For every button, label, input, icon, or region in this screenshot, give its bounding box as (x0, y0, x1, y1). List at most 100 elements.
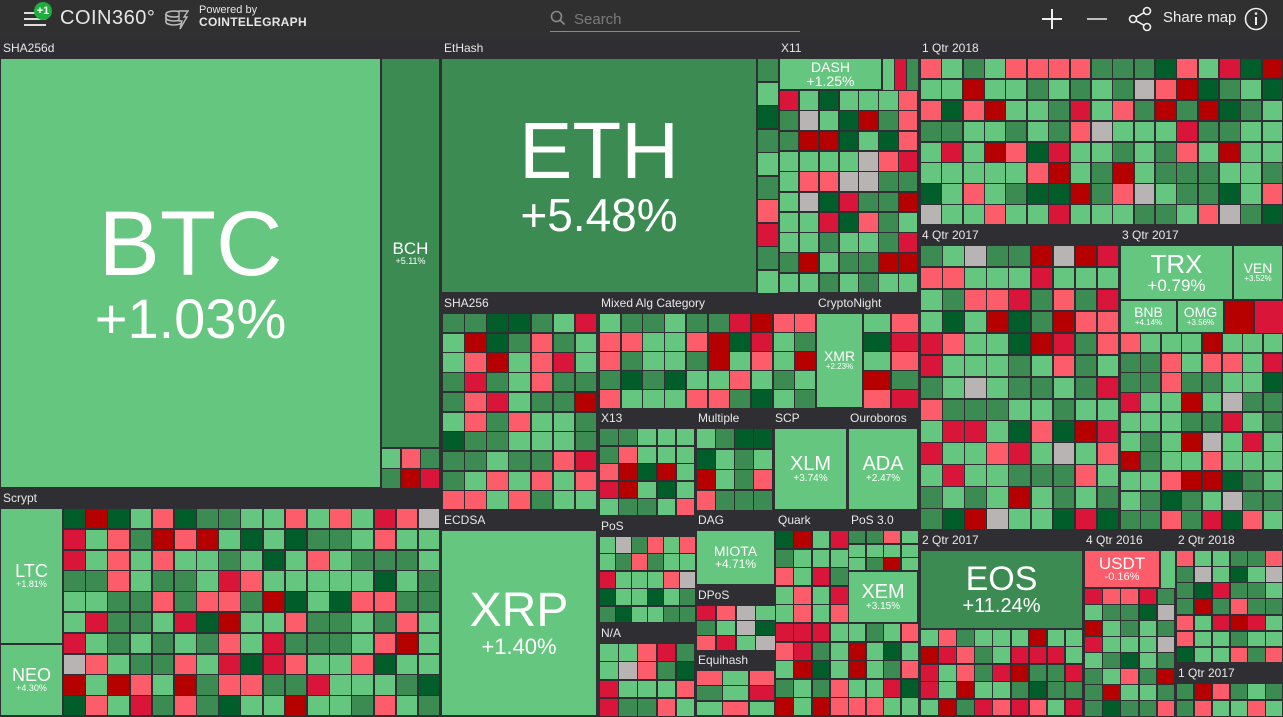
coin-tile[interactable] (637, 428, 657, 446)
coin-tile[interactable] (663, 571, 680, 589)
coin-tile[interactable] (240, 633, 263, 654)
coin-tile[interactable] (986, 267, 1009, 289)
coin-tile[interactable] (1161, 451, 1182, 471)
coin-tile[interactable] (1053, 442, 1076, 464)
coin-tile[interactable] (676, 643, 696, 662)
coin-tile[interactable] (396, 529, 419, 550)
coin-tile[interactable] (883, 660, 901, 679)
coin-tile[interactable] (1265, 566, 1283, 583)
coin-tile[interactable] (1091, 183, 1113, 204)
coin-tile[interactable] (708, 332, 730, 352)
coin-tile[interactable] (1027, 162, 1049, 183)
coin-tile[interactable] (799, 151, 819, 172)
coin-tile[interactable] (1120, 353, 1141, 373)
coin-tile[interactable] (508, 392, 531, 412)
coin-tile[interactable] (1155, 121, 1177, 142)
coin-tile[interactable] (1027, 79, 1049, 100)
coin-tile[interactable] (819, 273, 839, 294)
coin-tile[interactable] (986, 377, 1009, 399)
coin-tile[interactable] (1048, 162, 1070, 183)
coin-tile[interactable] (240, 529, 263, 550)
coin-tile[interactable] (920, 121, 942, 142)
coin-tile[interactable] (218, 550, 241, 571)
coin-tile[interactable] (647, 606, 664, 624)
coin-tile[interactable] (442, 471, 465, 491)
coin-tile[interactable] (696, 428, 716, 449)
category-label[interactable]: 2 Qtr 2018 (1175, 530, 1283, 550)
coin-tile-xlm[interactable]: XLM+3.74% (774, 428, 847, 510)
coin-tile[interactable] (986, 311, 1009, 333)
coin-tile[interactable] (715, 469, 735, 490)
coin-tile[interactable] (374, 654, 397, 675)
coin-tile[interactable] (1102, 652, 1121, 669)
coin-tile[interactable] (696, 490, 716, 511)
coin-tile[interactable] (964, 267, 987, 289)
coin-tile[interactable] (1161, 412, 1182, 432)
coin-tile[interactable] (631, 553, 648, 571)
coin-tile[interactable] (637, 661, 657, 680)
coin-tile[interactable] (351, 570, 374, 591)
coin-tile[interactable] (1112, 183, 1134, 204)
coin-tile[interactable] (920, 267, 943, 289)
coin-tile[interactable] (964, 508, 987, 530)
coin-tile[interactable] (858, 131, 878, 152)
coin-tile[interactable] (442, 451, 465, 471)
coin-tile[interactable] (793, 530, 812, 549)
coin-tile[interactable] (1134, 58, 1156, 79)
coin-tile[interactable] (599, 571, 616, 589)
coin-tile[interactable] (531, 471, 554, 491)
coin-tile[interactable] (964, 311, 987, 333)
coin-tile[interactable] (218, 591, 241, 612)
coin-tile[interactable] (1134, 183, 1156, 204)
coin-tile-ltc[interactable]: LTC+1.81% (0, 508, 63, 644)
coin-tile[interactable] (736, 620, 756, 636)
coin-tile[interactable] (956, 629, 975, 647)
coin-tile[interactable] (1139, 620, 1158, 637)
coin-tile[interactable] (942, 289, 965, 311)
coin-tile[interactable] (263, 508, 286, 529)
coin-tile[interactable] (1242, 432, 1263, 452)
coin-tile[interactable] (508, 313, 531, 333)
coin-tile[interactable] (920, 420, 943, 442)
coin-tile[interactable] (1176, 647, 1194, 664)
coin-tile[interactable] (751, 332, 773, 352)
coin-tile[interactable] (307, 633, 330, 654)
coin-tile[interactable] (984, 121, 1006, 142)
coin-tile[interactable] (664, 370, 686, 390)
coin-tile[interactable] (599, 481, 619, 499)
coin-tile[interactable] (599, 389, 621, 409)
coin-tile[interactable] (442, 431, 465, 451)
coin-tile[interactable] (130, 654, 153, 675)
coin-tile[interactable] (898, 171, 918, 192)
coin-tile[interactable] (1008, 289, 1031, 311)
coin-tile[interactable] (240, 612, 263, 633)
coin-tile[interactable] (858, 151, 878, 172)
coin-tile[interactable] (1212, 582, 1230, 599)
coin-tile[interactable] (152, 550, 175, 571)
coin-tile[interactable] (508, 333, 531, 353)
coin-tile[interactable] (1263, 510, 1283, 530)
coin-tile[interactable] (883, 530, 901, 544)
coin-tile[interactable] (152, 612, 175, 633)
coin-tile[interactable] (708, 389, 730, 409)
coin-tile[interactable] (508, 451, 531, 471)
coin-tile[interactable] (715, 449, 735, 470)
coin-tile[interactable] (1265, 700, 1283, 717)
coin-tile[interactable] (1222, 353, 1243, 373)
coin-tile[interactable] (1265, 550, 1283, 567)
coin-tile[interactable] (1219, 162, 1241, 183)
coin-tile[interactable] (1242, 412, 1263, 432)
coin-tile[interactable] (1263, 372, 1283, 392)
coin-tile[interactable] (575, 451, 598, 471)
coin-tile[interactable] (866, 642, 884, 661)
coin-tile[interactable] (696, 605, 716, 621)
coin-tile[interactable] (920, 162, 942, 183)
coin-tile[interactable] (686, 332, 708, 352)
coin-tile[interactable] (621, 370, 643, 390)
coin-tile[interactable] (1031, 289, 1054, 311)
coin-tile[interactable] (942, 464, 965, 486)
coin-tile[interactable] (1053, 333, 1076, 355)
coin-tile[interactable] (883, 679, 901, 698)
coin-tile[interactable] (722, 701, 749, 717)
coin-tile[interactable] (920, 646, 939, 664)
